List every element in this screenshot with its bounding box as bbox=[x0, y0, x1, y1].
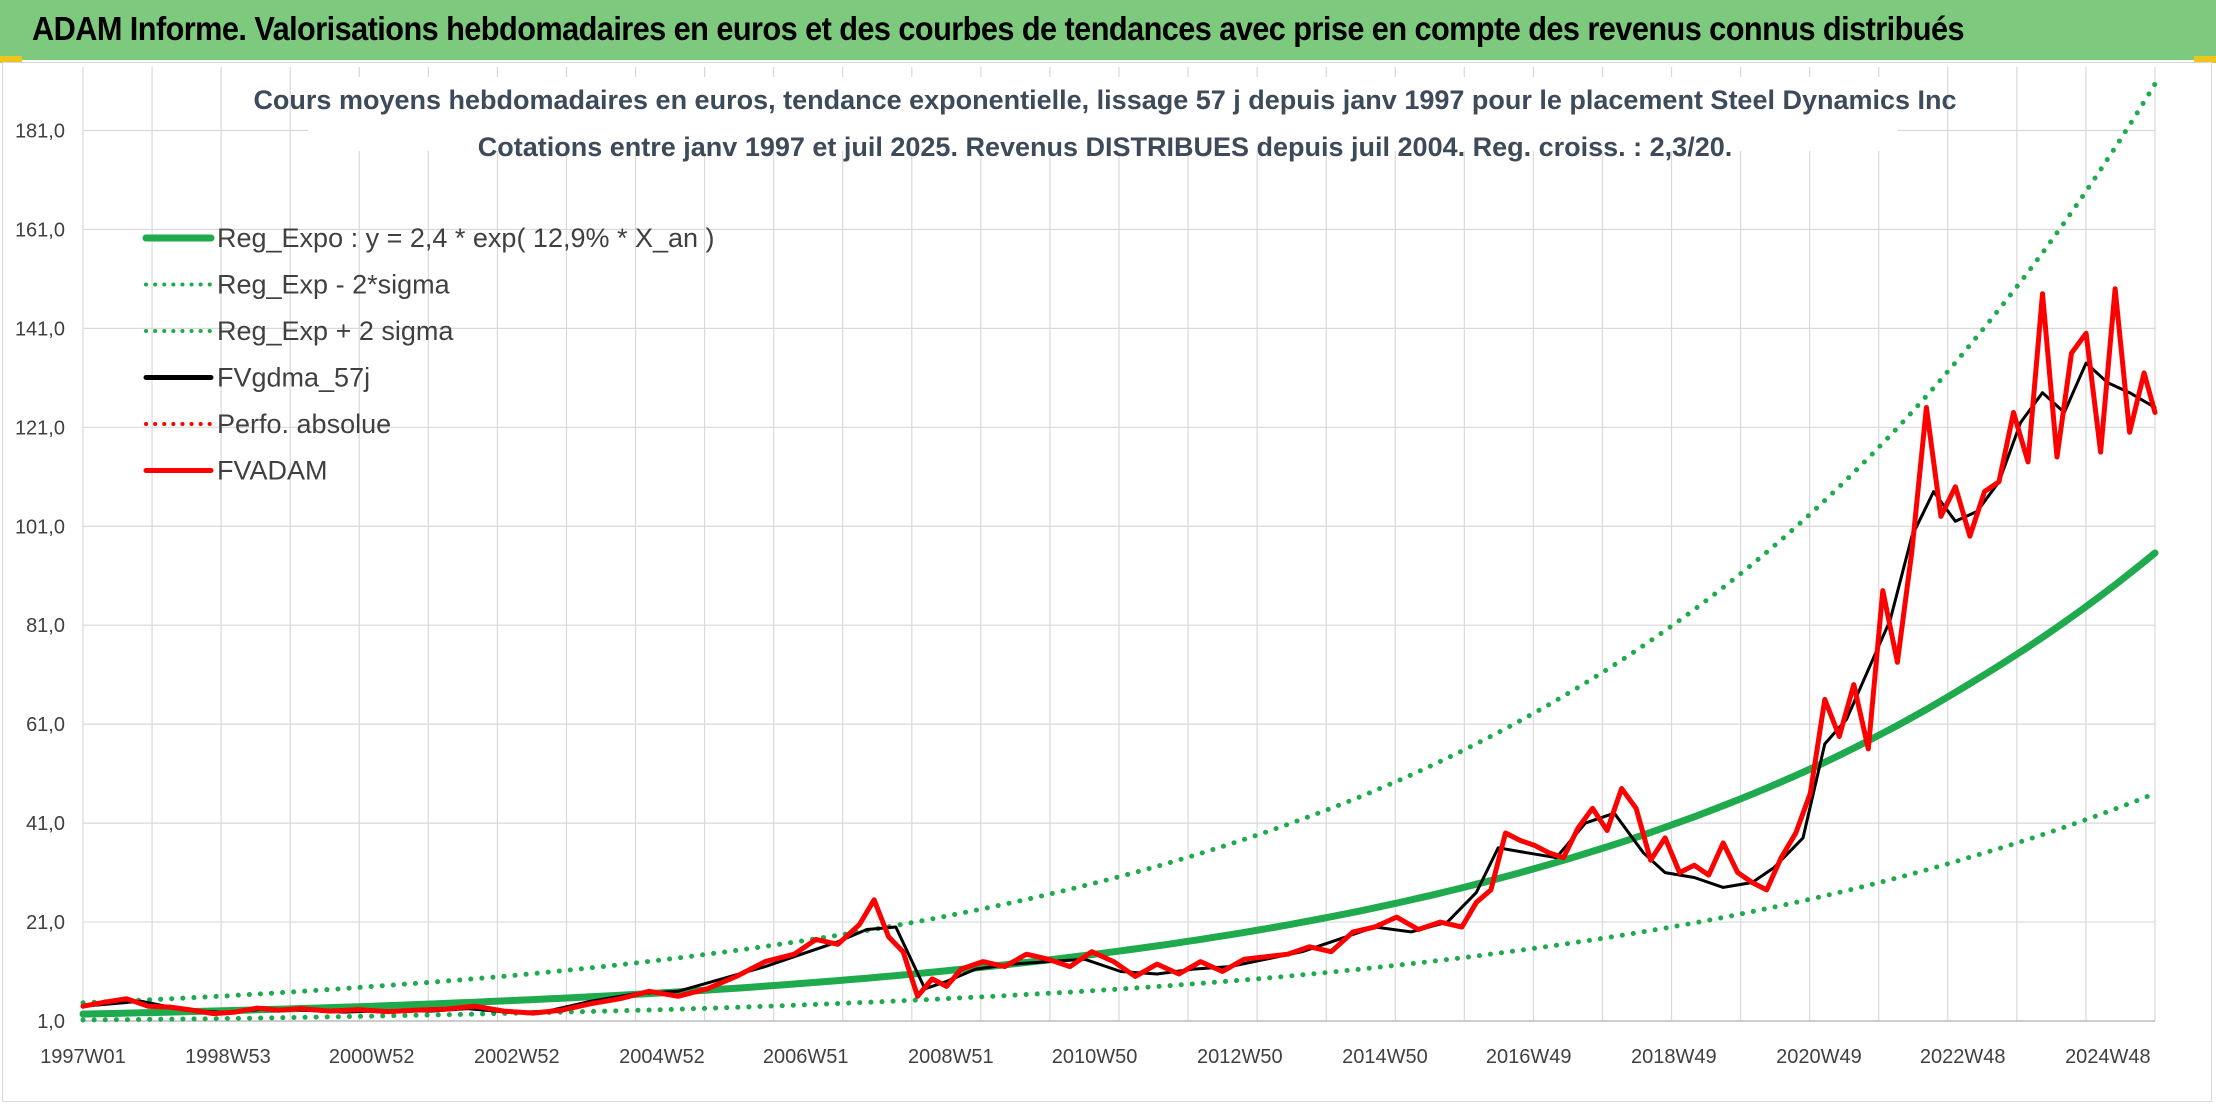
legend-label: Reg_Exp + 2 sigma bbox=[217, 316, 454, 346]
x-tick-label: 2022W48 bbox=[1920, 1046, 2006, 1068]
legend-label: Reg_Exp - 2*sigma bbox=[217, 270, 451, 300]
chart-title: Cours moyens hebdomadaires en euros, ten… bbox=[253, 77, 1957, 162]
x-tick-label: 2020W49 bbox=[1776, 1046, 1862, 1068]
x-tick-label: 2010W50 bbox=[1052, 1046, 1138, 1068]
chart-svg: 1,0 21,0 41,0 61,0 81,0 101,0 121,0 141,0 161,0 1… bbox=[15, 67, 2159, 1068]
y-tick-label: 21,0 bbox=[26, 912, 65, 934]
legend-label: Reg_Expo : y = 2,4 * exp( 12,9% * X_an ) bbox=[217, 223, 715, 253]
x-tick-label: 2012W50 bbox=[1197, 1046, 1283, 1068]
x-tick-label: 2006W51 bbox=[763, 1046, 849, 1068]
y-tick-label: 161,0 bbox=[15, 219, 65, 241]
chart-title-line2: Cotations entre janv 1997 et juil 2025. … bbox=[478, 132, 1732, 162]
y-tick-label: 81,0 bbox=[26, 615, 65, 637]
series-line-1 bbox=[80, 790, 2158, 1023]
x-tick-label: 2008W51 bbox=[908, 1046, 994, 1068]
legend-label: FVADAM bbox=[217, 456, 328, 486]
legend-label: Perfo. absolue bbox=[217, 409, 391, 439]
x-tick-label: 2016W49 bbox=[1486, 1046, 1572, 1068]
y-tick-label: 141,0 bbox=[15, 318, 65, 340]
chart-title-line1: Cours moyens hebdomadaires en euros, ten… bbox=[253, 85, 1956, 115]
report-title: ADAM Informe. Valorisations hebdomadaire… bbox=[32, 10, 1965, 47]
y-tick-label: 121,0 bbox=[15, 417, 65, 439]
y-tick-label: 41,0 bbox=[26, 813, 65, 835]
y-tick-label: 1,0 bbox=[37, 1011, 65, 1033]
x-tick-label: 1997W01 bbox=[40, 1046, 126, 1068]
x-tick-label: 2018W49 bbox=[1631, 1046, 1717, 1068]
y-axis-ticks: 1,0 21,0 41,0 61,0 81,0 101,0 121,0 141,0 161,0 1… bbox=[15, 120, 65, 1033]
chart-area: 1,0 21,0 41,0 61,0 81,0 101,0 121,0 141,0 161,0 1… bbox=[2, 62, 2212, 1102]
legend-label: FVgdma_57j bbox=[217, 363, 370, 393]
x-tick-label: 2024W48 bbox=[2065, 1046, 2151, 1068]
corner-accent-right bbox=[2194, 56, 2216, 63]
x-tick-label: 2000W52 bbox=[329, 1046, 415, 1068]
x-tick-label: 2002W52 bbox=[474, 1046, 560, 1068]
series-layer bbox=[79, 81, 2159, 1023]
header-bar: ADAM Informe. Valorisations hebdomadaire… bbox=[0, 0, 2216, 60]
series-line-2 bbox=[80, 81, 2158, 1006]
x-tick-label: 2014W50 bbox=[1342, 1046, 1428, 1068]
corner-accent-left bbox=[0, 56, 22, 63]
legend: Reg_Expo : y = 2,4 * exp( 12,9% * X_an )… bbox=[142, 223, 715, 486]
series-line-4 bbox=[80, 286, 2158, 1017]
y-tick-label: 181,0 bbox=[15, 120, 65, 142]
y-tick-label: 101,0 bbox=[15, 516, 65, 538]
x-axis-ticks: 1997W01 1998W53 2000W52 2002W52 2004W52 2006W… bbox=[40, 1046, 2151, 1068]
x-tick-label: 1998W53 bbox=[185, 1046, 271, 1068]
x-tick-label: 2004W52 bbox=[619, 1046, 705, 1068]
y-tick-label: 61,0 bbox=[26, 714, 65, 736]
